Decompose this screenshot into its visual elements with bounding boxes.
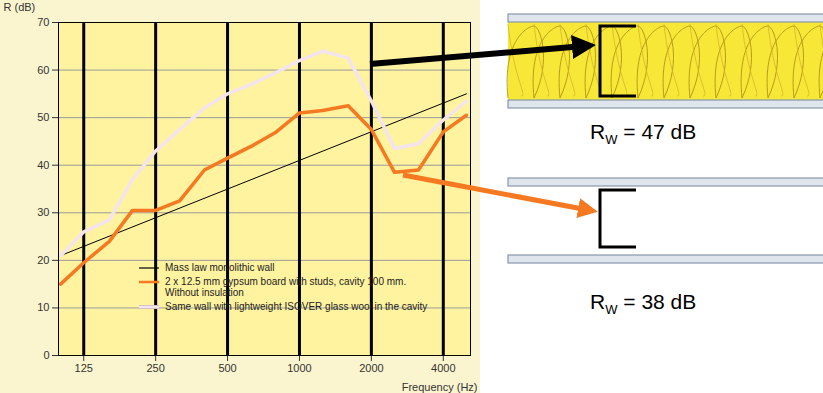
html-text:Mass law monolithic wall: Mass law monolithic wall [165, 262, 275, 273]
html-text:2 x 12.5 mm gypsum board with: 2 x 12.5 mm gypsum board with studs, cav… [165, 276, 407, 298]
svg-text:0: 0 [43, 349, 49, 361]
svg-text:250: 250 [146, 362, 164, 374]
svg-text:125: 125 [75, 362, 93, 374]
svg-text:R (dB): R (dB) [4, 1, 36, 13]
html-text:RW= 47 dB: RW= 47 dB [590, 120, 697, 148]
svg-text:60: 60 [37, 64, 49, 76]
svg-text:4000: 4000 [431, 362, 455, 374]
svg-text:1000: 1000 [287, 362, 311, 374]
svg-text:Frequency (Hz): Frequency (Hz) [402, 381, 478, 393]
svg-text:20: 20 [37, 254, 49, 266]
svg-text:30: 30 [37, 206, 49, 218]
svg-text:50: 50 [37, 111, 49, 123]
svg-text:500: 500 [218, 362, 236, 374]
svg-text:40: 40 [37, 159, 49, 171]
svg-text:2000: 2000 [359, 362, 383, 374]
svg-text:10: 10 [37, 301, 49, 313]
html-text:Same wall with lightweight ISO: Same wall with lightweight ISOVER glass … [165, 301, 428, 312]
html-text:RW= 38 dB: RW= 38 dB [590, 290, 697, 318]
svg-text:70: 70 [37, 16, 49, 28]
